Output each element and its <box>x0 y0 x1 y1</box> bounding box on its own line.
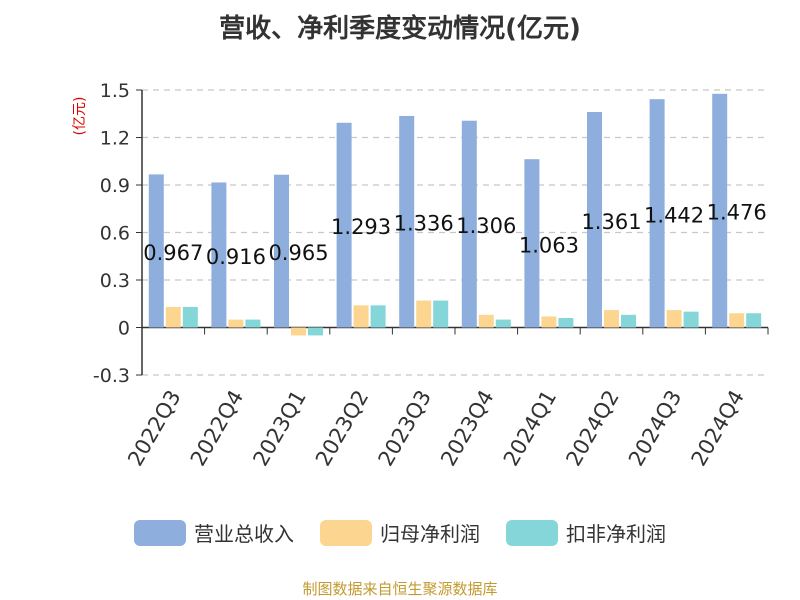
y-tick-label: 0.6 <box>100 223 130 245</box>
bar-series-2 <box>308 327 323 336</box>
y-tick-label: 0.3 <box>100 270 130 292</box>
chart-title: 营收、净利季度变动情况(亿元) <box>219 14 581 44</box>
x-tick-label: 2023Q4 <box>436 386 498 470</box>
bar-series-1 <box>228 319 244 328</box>
data-label: 0.965 <box>268 241 328 265</box>
data-label: 1.306 <box>456 214 516 238</box>
y-tick-label: 1.5 <box>100 80 130 102</box>
data-label: 1.476 <box>707 201 767 225</box>
bar-series-2 <box>245 319 261 328</box>
legend-item-deducted-profit[interactable]: 扣非净利润 <box>506 518 666 547</box>
source-note: 制图数据来自恒生聚源数据库 <box>302 580 498 598</box>
bar-series-1 <box>541 316 557 328</box>
legend-label-deducted-profit: 扣非净利润 <box>566 522 666 546</box>
legend-item-net-profit[interactable]: 归母净利润 <box>320 518 480 547</box>
y-tick-label: 0 <box>118 318 130 340</box>
legend-swatch-revenue <box>134 519 186 546</box>
bar-series-2 <box>433 300 449 328</box>
data-label: 1.336 <box>394 212 454 236</box>
bar-series-0 <box>148 174 164 328</box>
y-tick-label: -0.3 <box>93 365 130 387</box>
bar-series-1 <box>666 310 682 328</box>
bar-series-2 <box>683 311 699 328</box>
bar-series-2 <box>621 314 636 328</box>
x-tick-label: 2023Q1 <box>248 386 310 470</box>
bar-series-1 <box>604 310 619 328</box>
bar-series-1 <box>353 305 369 328</box>
data-label: 1.293 <box>331 215 391 239</box>
data-label: 0.967 <box>143 241 203 265</box>
bar-series-2 <box>746 313 762 328</box>
legend: 营业总收入 归母净利润 扣非净利润 <box>0 518 800 547</box>
data-label: 1.063 <box>519 233 579 257</box>
x-tick-label: 2024Q3 <box>624 386 686 470</box>
x-tick-label: 2024Q4 <box>687 386 749 470</box>
x-tick-label: 2022Q3 <box>123 386 185 470</box>
bar-series-2 <box>495 319 511 328</box>
bar-series-0 <box>399 115 415 328</box>
legend-label-revenue: 营业总收入 <box>194 522 294 546</box>
x-tick-label: 2024Q1 <box>499 386 561 470</box>
bar-series-1 <box>478 314 494 328</box>
bar-series-1 <box>165 306 181 328</box>
bar-series-2 <box>558 318 574 328</box>
data-label: 1.442 <box>644 203 704 227</box>
bar-series-2 <box>182 306 198 328</box>
legend-label-net-profit: 归母净利润 <box>380 522 480 546</box>
x-tick-label: 2023Q3 <box>374 386 436 470</box>
bar-series-0 <box>461 120 477 328</box>
y-tick-label: 1.2 <box>100 128 130 150</box>
bar-series-0 <box>587 112 602 328</box>
y-axis-unit-label: (亿元) <box>72 97 88 136</box>
bar-series-2 <box>370 305 386 328</box>
bar-series-0 <box>649 99 665 328</box>
bar-series-0 <box>336 122 352 328</box>
x-tick-label: 2023Q2 <box>311 386 373 470</box>
bar-series-0 <box>274 174 289 328</box>
bar-series-0 <box>712 93 728 328</box>
x-tick-label: 2022Q4 <box>186 386 248 470</box>
bar-series-1 <box>416 300 432 328</box>
legend-swatch-net-profit <box>320 519 372 546</box>
bar-series-0 <box>524 159 540 328</box>
bar-series-0 <box>211 182 227 328</box>
data-label: 1.361 <box>581 210 641 234</box>
legend-item-revenue[interactable]: 营业总收入 <box>134 518 294 547</box>
data-label: 0.916 <box>206 245 266 269</box>
bar-series-1 <box>729 313 745 328</box>
x-tick-label: 2024Q2 <box>561 386 623 470</box>
legend-swatch-deducted-profit <box>506 519 558 546</box>
bar-chart: -0.300.30.60.91.21.5(亿元)2022Q3 2022Q4 2023… <box>72 80 769 470</box>
bar-series-1 <box>291 327 306 336</box>
y-tick-label: 0.9 <box>100 175 130 197</box>
